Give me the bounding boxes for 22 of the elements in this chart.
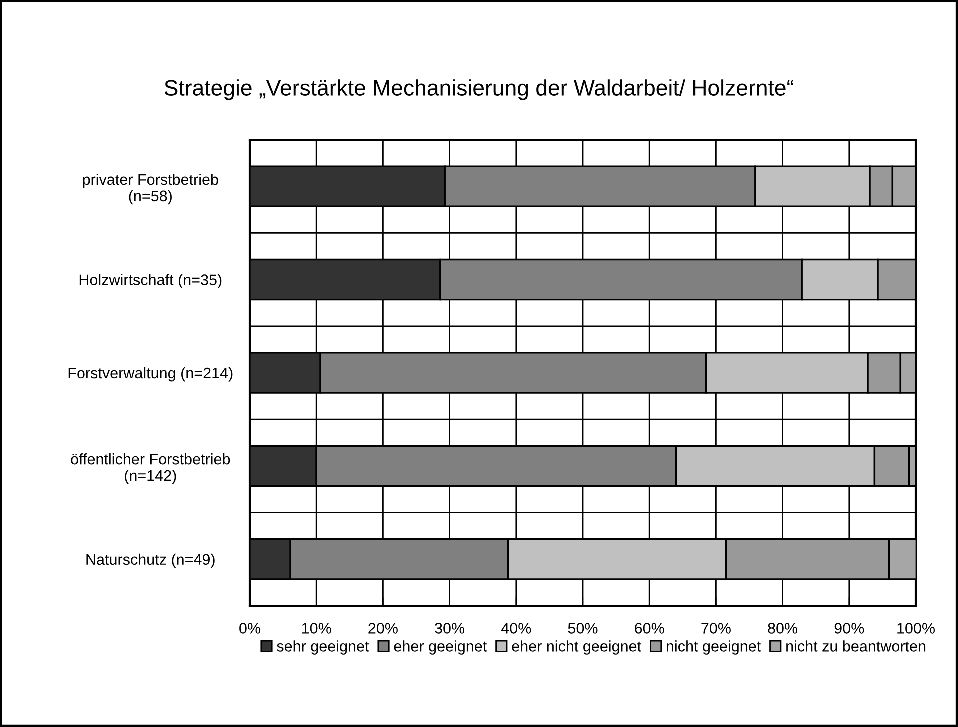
x-tick-label: 40% (501, 623, 532, 634)
x-tick-label: 100% (898, 623, 935, 634)
x-tick-label: 20% (368, 623, 398, 634)
x-tick-label: 30% (435, 623, 465, 634)
legend-label: eher nicht geeignet (512, 640, 642, 655)
y-tick-label: Holzwirtschaft (n=35) (80, 274, 222, 288)
legend-label: nicht geeignet (666, 640, 761, 655)
x-tick-label: 50% (568, 623, 598, 634)
x-tick-label: 0% (240, 623, 260, 634)
x-tick-label: 70% (702, 623, 731, 634)
legend-label: sehr geeignet (277, 640, 370, 655)
x-tick-label: 90% (834, 623, 864, 634)
y-tick-label: Naturschutz (n=49) (86, 554, 215, 568)
x-tick-label: 80% (768, 623, 798, 634)
legend-label: eher geeignet (394, 640, 488, 655)
x-tick-label: 10% (302, 623, 332, 634)
x-tick-label: 60% (635, 623, 664, 634)
chart-title: Strategie „Verstärkte Mechanisierung der Waldarbeit/ Holzernte“ (164, 80, 794, 100)
y-tick-label: privater Forstbetrieb (n=58) (83, 174, 218, 205)
y-tick-label: öffentlicher Forstbetrieb (n=142) (71, 454, 230, 484)
legend-label: nicht zu beantworten (786, 640, 926, 652)
y-tick-label: Forstverwaltung (n=214) (68, 367, 233, 382)
